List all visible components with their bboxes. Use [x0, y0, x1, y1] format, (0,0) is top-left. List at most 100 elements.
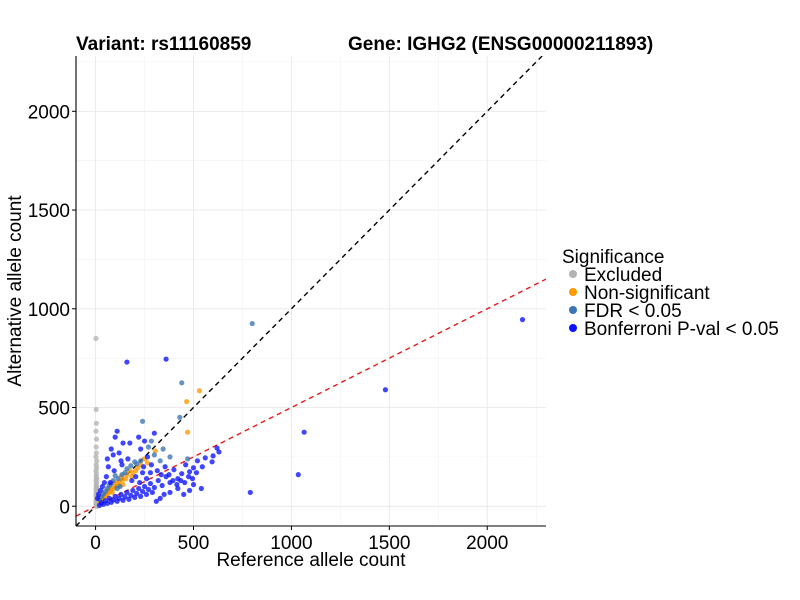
- point-bonferroni-p-val-0-05: [143, 491, 150, 498]
- point-bonferroni-p-val-0-05: [170, 477, 176, 484]
- point-fdr-0-05: [114, 485, 120, 492]
- point-bonferroni-p-val-0-05: [134, 490, 140, 497]
- point-bonferroni-p-val-0-05: [108, 446, 114, 452]
- point-excluded: [93, 420, 99, 426]
- point-bonferroni-p-val-0-05: [116, 450, 122, 456]
- point-fdr-0-05: [249, 320, 255, 327]
- point-bonferroni-p-val-0-05: [126, 496, 132, 502]
- point-bonferroni-p-val-0-05: [95, 491, 102, 498]
- point-bonferroni-p-val-0-05: [153, 498, 159, 504]
- point-bonferroni-p-val-0-05: [155, 477, 161, 484]
- point-bonferroni-p-val-0-05: [154, 468, 160, 474]
- point-non-significant: [184, 398, 190, 405]
- point-bonferroni-p-val-0-05: [148, 462, 154, 468]
- point-bonferroni-p-val-0-05: [99, 483, 106, 490]
- point-non-significant: [123, 476, 129, 482]
- point-bonferroni-p-val-0-05: [181, 491, 187, 498]
- axes: [72, 56, 546, 530]
- tick-labels: 0 500 1000 1500 2000 0 500 1000 1500 2000: [28, 102, 509, 554]
- point-bonferroni-p-val-0-05: [210, 453, 216, 459]
- y-axis-label: Alternative allele count: [5, 195, 26, 387]
- point-fdr-0-05: [177, 414, 183, 420]
- point-bonferroni-p-val-0-05: [138, 493, 144, 499]
- point-bonferroni-p-val-0-05: [105, 464, 111, 470]
- point-bonferroni-p-val-0-05: [190, 465, 197, 471]
- reference-line-1: [76, 56, 544, 526]
- point-bonferroni-p-val-0-05: [159, 482, 165, 489]
- point-excluded: [93, 450, 99, 456]
- legend-key-excluded: [569, 270, 577, 278]
- point-fdr-0-05: [185, 456, 191, 462]
- point-bonferroni-p-val-0-05: [110, 452, 116, 458]
- point-bonferroni-p-val-0-05: [94, 495, 101, 501]
- point-bonferroni-p-val-0-05: [190, 481, 197, 488]
- point-bonferroni-p-val-0-05: [198, 485, 204, 492]
- point-bonferroni-p-val-0-05: [104, 456, 110, 462]
- chart-title-variant: Variant: rs11160859: [76, 34, 251, 55]
- point-bonferroni-p-val-0-05: [157, 495, 163, 501]
- point-bonferroni-p-val-0-05: [111, 468, 117, 474]
- legend-label-fdr-0-05: FDR < 0.05: [584, 301, 682, 322]
- point-bonferroni-p-val-0-05: [183, 462, 189, 468]
- y-tick-label: 0: [59, 497, 70, 518]
- point-bonferroni-p-val-0-05: [163, 356, 169, 362]
- legend-key-bonferroni-p-val-0-05: [569, 324, 577, 332]
- point-bonferroni-p-val-0-05: [125, 456, 131, 462]
- point-bonferroni-p-val-0-05: [301, 429, 307, 435]
- point-excluded: [94, 458, 100, 464]
- point-bonferroni-p-val-0-05: [174, 481, 180, 488]
- point-excluded: [93, 436, 100, 442]
- point-bonferroni-p-val-0-05: [108, 499, 114, 505]
- y-tick-label: 500: [38, 399, 70, 420]
- legend: Significance ExcludedNon-significantFDR …: [562, 247, 779, 340]
- point-bonferroni-p-val-0-05: [97, 487, 104, 494]
- point-bonferroni-p-val-0-05: [137, 479, 143, 486]
- point-bonferroni-p-val-0-05: [114, 428, 120, 434]
- legend-title: Significance: [562, 247, 664, 268]
- point-bonferroni-p-val-0-05: [136, 434, 142, 440]
- legend-key-non-significant: [569, 288, 577, 296]
- point-fdr-0-05: [128, 463, 134, 469]
- point-bonferroni-p-val-0-05: [519, 317, 526, 323]
- point-non-significant: [185, 429, 191, 435]
- point-fdr-0-05: [148, 438, 154, 444]
- point-bonferroni-p-val-0-05: [133, 474, 139, 480]
- point-non-significant: [133, 468, 139, 474]
- point-bonferroni-p-val-0-05: [103, 474, 109, 480]
- point-bonferroni-p-val-0-05: [118, 458, 124, 464]
- point-bonferroni-p-val-0-05: [158, 472, 164, 478]
- point-non-significant: [144, 460, 151, 466]
- x-tick-label: 1500: [368, 533, 410, 554]
- point-fdr-0-05: [157, 458, 163, 464]
- point-bonferroni-p-val-0-05: [140, 464, 147, 470]
- point-bonferroni-p-val-0-05: [382, 387, 389, 393]
- point-non-significant: [152, 448, 158, 454]
- point-bonferroni-p-val-0-05: [128, 492, 134, 498]
- point-excluded: [93, 406, 99, 413]
- x-tick-label: 2000: [466, 533, 508, 554]
- point-fdr-0-05: [167, 454, 173, 460]
- point-bonferroni-p-val-0-05: [141, 483, 148, 490]
- point-fdr-0-05: [145, 444, 152, 450]
- point-bonferroni-p-val-0-05: [182, 479, 188, 486]
- point-bonferroni-p-val-0-05: [162, 464, 168, 470]
- point-bonferroni-p-val-0-05: [193, 470, 200, 476]
- point-bonferroni-p-val-0-05: [186, 469, 193, 475]
- point-bonferroni-p-val-0-05: [209, 459, 215, 465]
- reference-lines: [76, 56, 546, 526]
- point-bonferroni-p-val-0-05: [114, 498, 120, 504]
- point-fdr-0-05: [151, 452, 157, 458]
- legend-label-non-significant: Non-significant: [584, 283, 710, 304]
- point-bonferroni-p-val-0-05: [166, 472, 172, 478]
- point-fdr-0-05: [124, 466, 130, 472]
- y-tick-label: 1500: [28, 201, 70, 222]
- point-bonferroni-p-val-0-05: [199, 464, 205, 470]
- point-bonferroni-p-val-0-05: [147, 470, 154, 476]
- point-bonferroni-p-val-0-05: [143, 476, 150, 482]
- point-bonferroni-p-val-0-05: [151, 484, 157, 491]
- point-fdr-0-05: [139, 418, 146, 424]
- point-fdr-0-05: [112, 473, 118, 479]
- point-bonferroni-p-val-0-05: [96, 502, 103, 508]
- point-bonferroni-p-val-0-05: [124, 359, 130, 365]
